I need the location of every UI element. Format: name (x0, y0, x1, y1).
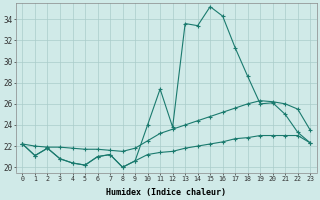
X-axis label: Humidex (Indice chaleur): Humidex (Indice chaleur) (106, 188, 226, 197)
